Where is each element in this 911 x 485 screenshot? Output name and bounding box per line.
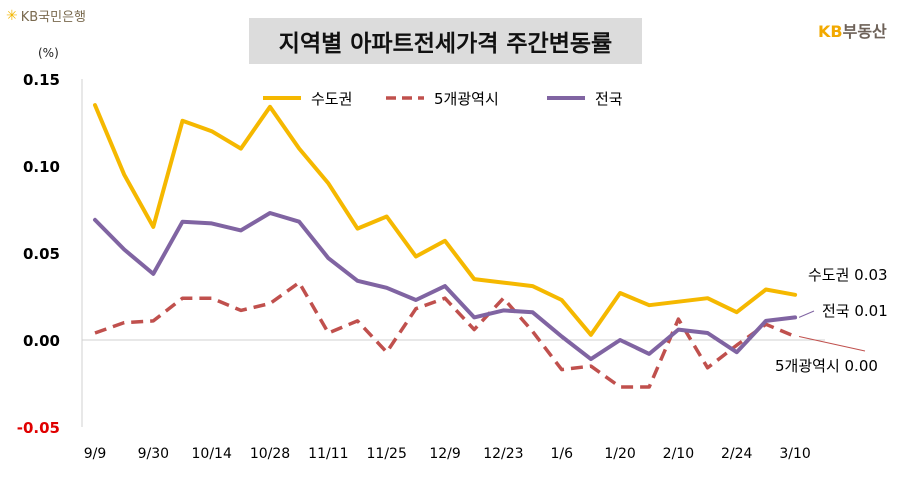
kb-bank-logo: ✳ KB국민은행 <box>6 6 87 26</box>
kb-realestate-brand: KB부동산 <box>818 18 887 42</box>
x-tick-label: 3/10 <box>779 446 810 462</box>
legend-label-0: 수도권 <box>311 90 352 108</box>
series-line-0 <box>93 103 798 337</box>
x-tick-label: 12/9 <box>429 446 460 462</box>
brand-suffix: 부동산 <box>842 22 887 41</box>
brand-kb: KB <box>818 22 843 41</box>
x-tick-label: 2/24 <box>721 446 753 462</box>
end-label-0: 수도권 0.03 <box>808 266 888 284</box>
end-label-1: 전국 0.01 <box>822 302 888 320</box>
y-tick-label: -0.05 <box>17 419 60 437</box>
chart-title-box: 지역별 아파트전세가격 주간변동률 <box>249 18 642 64</box>
legend-label-2: 전국 <box>595 90 623 108</box>
x-tick-label: 9/30 <box>138 446 169 462</box>
x-tick-label: 11/11 <box>308 446 348 462</box>
legend-label-1: 5개광역시 <box>434 90 499 108</box>
x-tick-label: 1/20 <box>604 446 635 462</box>
x-tick-label: 2/10 <box>663 446 694 462</box>
end-label-2: 5개광역시 0.00 <box>775 357 878 375</box>
x-tick-label: 12/23 <box>483 446 523 462</box>
end-label-leader <box>798 310 815 318</box>
kb-star-icon: ✳ <box>6 7 18 24</box>
y-tick-label: 0.10 <box>23 158 60 176</box>
series-line-1 <box>94 280 796 389</box>
end-label-leader <box>798 336 866 352</box>
y-tick-label: 0.15 <box>23 71 60 89</box>
chart-title: 지역별 아파트전세가격 주간변동률 <box>278 31 613 57</box>
x-tick-label: 10/28 <box>250 446 290 462</box>
series-line-2 <box>93 211 798 362</box>
x-tick-label: 11/25 <box>367 446 407 462</box>
x-tick-label: 10/14 <box>192 446 232 462</box>
x-tick-label: 9/9 <box>84 446 107 462</box>
y-tick-label: 0.00 <box>23 332 60 350</box>
y-tick-label: 0.05 <box>23 245 60 263</box>
y-axis-unit: (%) <box>38 46 59 60</box>
x-tick-label: 1/6 <box>550 446 573 462</box>
kb-bank-logo-text: KB국민은행 <box>20 10 87 25</box>
